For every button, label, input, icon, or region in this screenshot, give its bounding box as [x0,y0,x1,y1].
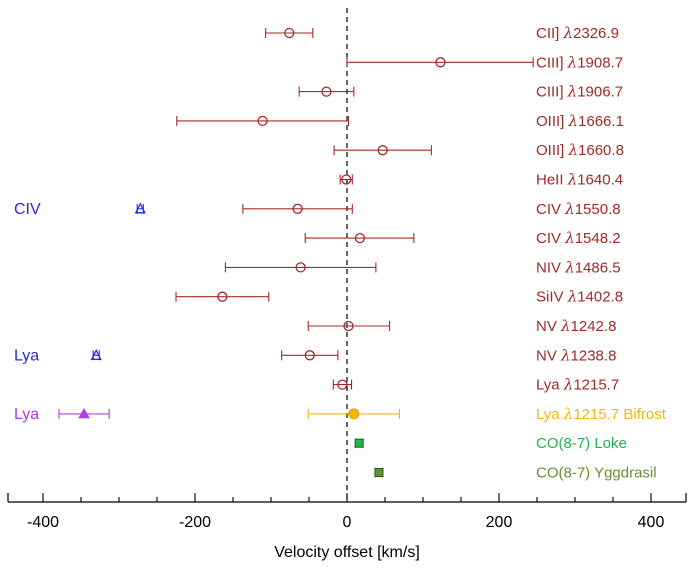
x-axis-title: Velocity offset [km/s] [274,544,420,561]
absorption-label-1: Lya [14,347,39,364]
errorbar-row-10 [307,321,391,331]
errorbar-row-11 [281,350,339,361]
data-point-row-15 [374,468,384,477]
x-tick-label: 400 [638,514,665,531]
data-point-row-2 [321,86,332,97]
x-tick-label: 200 [486,514,513,531]
errorbar-row-2 [298,86,355,97]
row-label-0: CII] λ2326.9 [536,24,619,42]
row-label-11: NV λ1238.8 [536,346,616,364]
row-label-8: NIV λ1486.5 [536,258,621,276]
data-point-row-14 [354,438,364,448]
errorbar-row-1 [346,57,534,68]
row-label-3: OIII] λ1666.1 [536,112,624,130]
row-label-10: NV λ1242.8 [536,317,616,335]
data-point-row-13 [348,408,360,420]
x-tick-label: -200 [179,514,211,531]
row-label-14: CO(8-7) Loke [536,435,627,452]
errorbar-row-12 [332,379,353,390]
side-label-layer: CIV Lya Lya [14,201,41,423]
data-point-row-5 [341,174,352,185]
data-point-row-10 [343,320,354,332]
data-point-row-6 [292,203,303,214]
absorption-label-2: Lya [14,406,39,423]
row-label-5: HeII λ1640.4 [536,171,623,189]
marker-layer [78,27,446,477]
errorbar-row-9 [175,291,270,302]
row-label-1: CIII] λ1908.7 [536,53,623,71]
x-tick-label: 0 [343,514,352,531]
absorption-label-0: CIV [14,201,41,218]
row-label-4: OIII] λ1660.8 [536,141,624,159]
errorbar-row-0 [265,28,314,38]
data-point-row-11 [304,350,315,361]
data-point-row-1 [435,57,446,68]
row-label-2: CIII] λ1906.7 [536,83,623,101]
data-point-row-0 [284,27,295,39]
row-label-6: CIV λ1550.8 [536,200,621,218]
data-point-row-8 [295,262,306,273]
row-label-7: CIV λ1548.2 [536,229,621,247]
data-point-row-7 [354,232,366,244]
errorbar-row-8 [224,262,377,273]
data-point-row-3 [257,115,268,127]
row-label-13: Lya λ1215.7 Bifrost [536,405,667,423]
row-label-layer: CII] λ2326.9 CIII] λ1908.7 CIII] λ1906.7 OI… [536,24,667,482]
absorption-point-2 [78,407,90,419]
x-axis: -400 -200 0 200 400 [7,493,687,531]
absorption-point-0 [134,202,146,214]
row-label-9: SiIV λ1402.8 [536,288,623,306]
row-label-15: CO(8-7) Yggdrasil [536,465,657,482]
errorbar-row-4 [333,145,432,156]
errorbar-row-3 [176,115,350,126]
data-point-row-12 [337,379,348,390]
row-label-12: Lya λ1215.7 [536,376,619,394]
data-point-row-9 [217,291,228,302]
errorbar-row-6 [242,203,353,214]
absorption-point-1 [90,348,102,360]
errorbar-row-7 [304,233,415,244]
x-tick-label: -400 [27,514,59,531]
data-point-row-4 [377,145,388,156]
errorbar-layer [58,28,534,478]
